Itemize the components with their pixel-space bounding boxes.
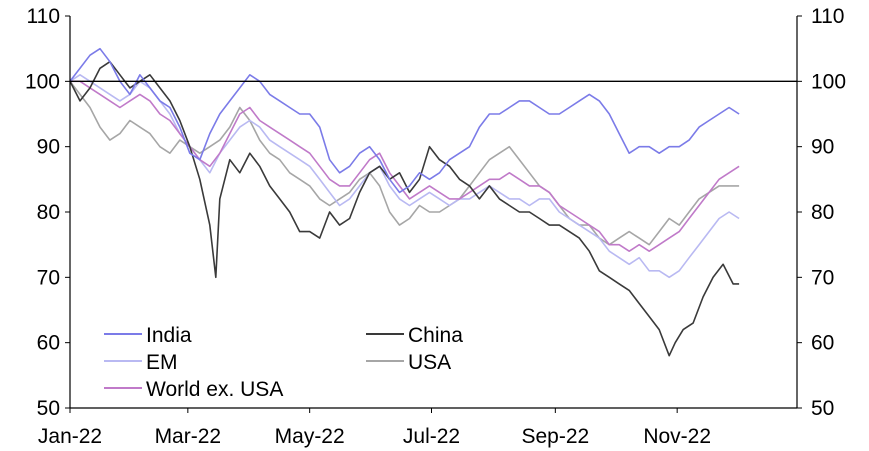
x-tick-label: Mar-22 <box>155 425 222 448</box>
legend-label-india: India <box>146 324 192 347</box>
legend-label-em: EM <box>146 351 178 374</box>
series-line-india <box>69 47 740 194</box>
y-tick-label-left: 100 <box>25 70 60 93</box>
x-tick-label: Sep-22 <box>521 425 589 448</box>
y-tick-label-right: 90 <box>811 136 834 159</box>
series-lines <box>69 47 740 357</box>
legend-label-china: China <box>408 324 463 347</box>
axes <box>65 15 802 413</box>
y-tick-label-right: 50 <box>811 397 834 420</box>
x-tick-label: May-22 <box>275 425 345 448</box>
legend-label-usa: USA <box>408 351 451 374</box>
y-tick-label-left: 50 <box>37 397 60 420</box>
x-tick-label: Nov-22 <box>643 425 711 448</box>
series-line-world-ex-usa <box>70 80 740 252</box>
legend: India China EM USA World ex. USA <box>104 324 463 401</box>
y-tick-label-right: 100 <box>811 70 846 93</box>
y-tick-label-left: 110 <box>27 5 60 28</box>
x-tick-label: Jan-22 <box>38 425 102 448</box>
y-tick-label-right: 80 <box>811 201 834 224</box>
y-tick-label-left: 60 <box>37 332 60 355</box>
legend-label-world-ex-usa: World ex. USA <box>146 378 283 401</box>
y-tick-label-right: 60 <box>811 332 834 355</box>
series-line-em <box>69 74 740 279</box>
series-line-usa <box>69 80 740 246</box>
y-tick-label-right: 110 <box>811 5 844 28</box>
tick-labels: 50 50 60 60 70 70 80 80 90 90 100 100 110 110 Jan-22 Ma… <box>25 5 846 448</box>
y-tick-label-left: 90 <box>37 136 60 159</box>
series-line-china <box>69 60 740 357</box>
y-tick-label-right: 70 <box>811 266 834 289</box>
y-tick-label-left: 70 <box>37 266 60 289</box>
x-tick-label: Jul-22 <box>403 425 460 448</box>
y-tick-label-left: 80 <box>37 201 60 224</box>
